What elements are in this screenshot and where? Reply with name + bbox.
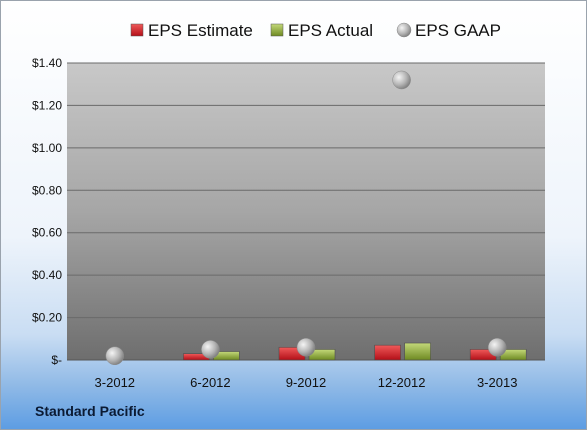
company-label: Standard Pacific — [35, 403, 145, 419]
y-tick-label: $0.80 — [32, 183, 62, 197]
legend-label: EPS GAAP — [415, 21, 501, 40]
x-tick-label: 6-2012 — [190, 375, 230, 390]
legend-label: EPS Estimate — [148, 21, 253, 40]
legend-swatch — [396, 22, 412, 38]
gaap-markers — [105, 70, 507, 366]
x-axis-ticks: 3-2012 6-2012 9-2012 12-2012 3-2013 — [95, 375, 518, 390]
gaap-marker — [201, 340, 220, 359]
y-axis-ticks: $- $0.20 $0.40 $0.60 $0.80 $1.00 $1.20 $1.40 — [32, 56, 62, 367]
x-tick-label: 12-2012 — [378, 375, 426, 390]
bar-eps-actual — [404, 342, 431, 361]
gaap-marker — [392, 70, 411, 90]
y-tick-label: $0.60 — [32, 226, 62, 240]
y-tick-label: $1.40 — [32, 56, 62, 70]
gaap-marker — [105, 346, 125, 366]
y-tick-label: $1.20 — [32, 98, 62, 112]
gaap-marker — [487, 338, 507, 357]
plot-area — [67, 63, 545, 360]
y-tick-label: $1.00 — [32, 141, 62, 155]
legend: EPS Estimate EPS Actual EPS GAAP — [130, 21, 501, 40]
x-tick-label: 3-2012 — [95, 375, 135, 390]
y-tick-label: $0.20 — [32, 311, 62, 325]
gaap-marker — [296, 338, 316, 357]
y-tick-label: $- — [51, 353, 62, 367]
y-tick-label: $0.40 — [32, 268, 62, 282]
legend-label: EPS Actual — [288, 21, 373, 40]
legend-swatch — [130, 23, 144, 37]
legend-swatch — [270, 23, 284, 37]
x-tick-label: 9-2012 — [286, 375, 326, 390]
x-tick-label: 3-2013 — [477, 375, 517, 390]
grid-lines — [67, 62, 545, 361]
bar-eps-estimate — [374, 344, 401, 361]
